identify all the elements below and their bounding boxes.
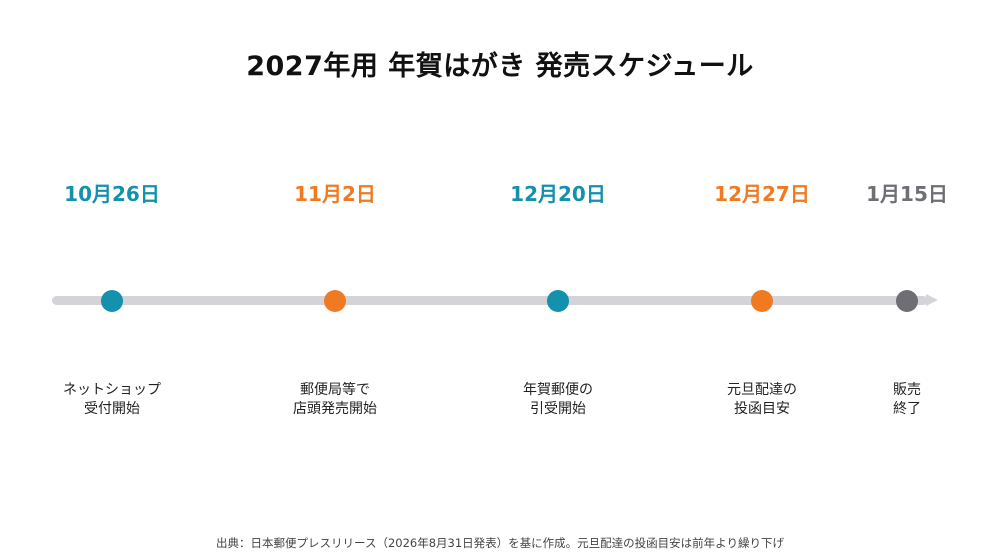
milestone-label-line1: ネットショップ [63, 382, 161, 398]
milestone-label-line2: 終了 [893, 401, 921, 417]
source-note: 出典：日本郵便プレスリリース（2026年8月31日発表）を基に作成。元旦配達の投… [216, 536, 784, 550]
milestone-label-line2: 投函目安 [734, 401, 790, 417]
milestone-label: 郵便局等で 店頭発売開始 [235, 381, 435, 419]
timeline-arrow-icon [926, 294, 938, 306]
milestone-dot [324, 290, 346, 312]
milestone-date: 10月26日 [64, 182, 160, 206]
timeline-track [52, 296, 928, 305]
milestone-label-line1: 年賀郵便の [523, 382, 593, 398]
milestone-label-line2: 店頭発売開始 [293, 401, 377, 417]
milestone-label: ネットショップ 受付開始 [12, 381, 212, 419]
milestone-label-line2: 受付開始 [84, 401, 140, 417]
milestone-label-line1: 郵便局等で [300, 382, 370, 398]
milestone-date: 1月15日 [866, 182, 948, 206]
milestone-dot [547, 290, 569, 312]
milestone-dot [101, 290, 123, 312]
milestone-label-line2: 引受開始 [530, 401, 586, 417]
milestone-dot [751, 290, 773, 312]
milestone-date: 11月2日 [294, 182, 376, 206]
milestone-label: 元旦配達の 投函目安 [662, 381, 862, 419]
milestone-label: 年賀郵便の 引受開始 [458, 381, 658, 419]
page-title: 2027年用 年賀はがき 発売スケジュール [246, 51, 754, 82]
milestone-dot [896, 290, 918, 312]
milestone-label: 販売 終了 [807, 381, 1000, 419]
milestone-label-line1: 販売 [893, 382, 921, 398]
milestone-date: 12月27日 [714, 182, 810, 206]
milestone-date: 12月20日 [510, 182, 606, 206]
milestone-label-line1: 元旦配達の [727, 382, 797, 398]
